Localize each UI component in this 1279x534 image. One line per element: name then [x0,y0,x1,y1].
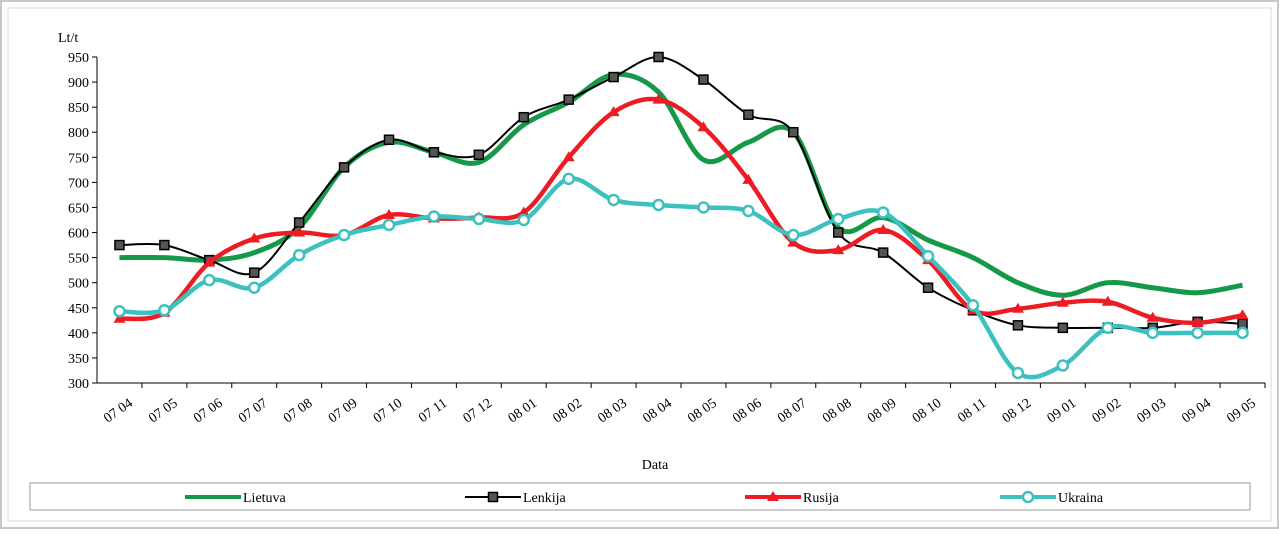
data-point [1146,326,1159,340]
data-point [921,249,935,263]
data-point [788,126,799,138]
data-point [742,173,755,184]
legend-marker [1021,490,1035,504]
y-tick-label: 900 [68,76,89,91]
data-point [428,147,440,158]
data-point [248,232,261,243]
y-tick-label: 650 [68,201,89,216]
y-tick-label: 350 [68,352,89,367]
data-point [652,93,665,104]
data-point [1191,316,1204,327]
data-point [607,106,620,117]
y-tick-label: 500 [68,277,89,292]
data-point [427,210,441,223]
data-point [652,198,665,212]
legend-marker [487,491,499,503]
data-point [966,299,980,312]
y-tick-label: 750 [68,151,89,166]
data-point [1191,326,1204,340]
data-point [383,208,395,219]
series-line [119,176,1243,380]
data-point [607,193,620,207]
y-tick-label: 300 [68,377,89,392]
data-point [1101,295,1114,306]
data-point [337,228,351,242]
data-point [787,236,800,247]
data-point [698,74,709,85]
inner-frame [7,7,1272,522]
data-point [1236,309,1249,320]
data-point [293,217,305,228]
data-point [1011,366,1025,380]
data-point [472,212,486,226]
y-tick-label: 950 [68,51,89,66]
data-point [1056,359,1070,372]
data-point [876,206,890,219]
series-line [119,96,1243,326]
data-point [293,226,306,237]
data-point [877,224,890,235]
legend-marker [767,491,779,501]
data-point [338,162,350,173]
data-point [743,109,754,120]
data-point [113,312,126,323]
data-point [1146,311,1159,322]
data-point [248,267,260,278]
data-point [158,304,171,317]
data-point [697,201,710,214]
y-axis-label: Lt/t [58,31,78,46]
data-point [563,94,574,105]
data-point [1056,296,1069,307]
data-point [562,172,575,186]
data-point [383,134,395,146]
data-point [1236,326,1249,340]
data-point [877,247,889,258]
data-point [562,151,575,162]
data-point [382,218,396,232]
data-point [653,51,664,63]
data-point [114,239,125,251]
x-axis-label: Data [642,458,669,473]
data-point [113,305,126,318]
series-line [119,71,1243,298]
legend-label: Lietuva [243,491,287,506]
data-point [1012,320,1024,331]
data-point [473,149,485,161]
y-tick-label: 600 [68,227,89,242]
data-point [1011,302,1024,313]
y-tick-label: 400 [68,327,89,342]
data-point [292,248,306,262]
data-point [1057,322,1069,334]
data-point [608,71,619,83]
data-point [517,213,531,227]
data-point [518,111,530,123]
data-point [203,256,216,267]
data-point [1101,321,1115,335]
data-point [832,227,844,238]
legend-label: Rusija [803,491,840,506]
data-point [697,121,710,132]
y-tick-label: 700 [68,176,89,191]
data-point [787,228,800,242]
legend-label: Lenkija [523,491,567,506]
legend-label: Ukraina [1058,491,1104,506]
data-point [742,204,755,218]
y-tick-label: 550 [68,252,89,267]
y-tick-label: 450 [68,302,89,317]
data-point [832,244,845,255]
y-tick-label: 850 [68,101,89,116]
data-point [517,206,530,217]
data-point [247,281,261,294]
data-point [831,212,845,226]
data-point [159,239,170,251]
data-point [922,282,934,293]
data-point [203,273,216,287]
y-tick-label: 800 [68,126,89,141]
